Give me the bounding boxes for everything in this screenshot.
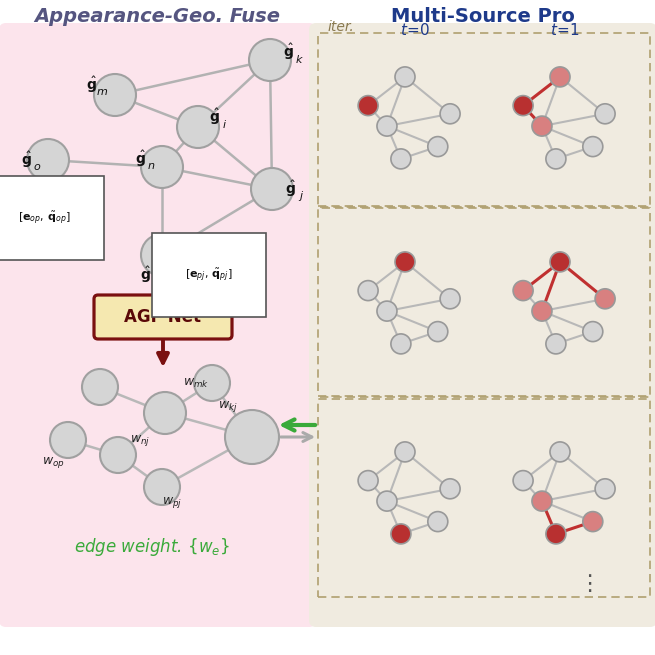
- Circle shape: [225, 410, 279, 464]
- Circle shape: [194, 365, 230, 401]
- Text: $[\mathbf{e}_{op},\,\tilde{\mathbf{q}}_{op}]$: $[\mathbf{e}_{op},\,\tilde{\mathbf{q}}_{…: [18, 209, 71, 227]
- Circle shape: [50, 422, 86, 458]
- Text: $\hat{\mathbf{g}}$: $\hat{\mathbf{g}}$: [282, 42, 293, 62]
- Bar: [318, 208, 650, 396]
- Text: $j$: $j$: [298, 189, 304, 203]
- Circle shape: [428, 512, 448, 532]
- Text: Appearance-Geo. Fuse: Appearance-Geo. Fuse: [34, 7, 280, 26]
- Text: $\hat{\mathbf{g}}$: $\hat{\mathbf{g}}$: [285, 179, 295, 199]
- Circle shape: [532, 491, 552, 511]
- Circle shape: [144, 469, 180, 505]
- Text: $\hat{\mathbf{g}}$: $\hat{\mathbf{g}}$: [20, 150, 31, 170]
- Circle shape: [546, 334, 566, 354]
- Text: $[\mathbf{e}_{pj},\,\tilde{\mathbf{q}}_{pj}]$: $[\mathbf{e}_{pj},\,\tilde{\mathbf{q}}_{…: [185, 266, 233, 284]
- Circle shape: [391, 149, 411, 169]
- Text: AGF Net: AGF Net: [124, 308, 202, 326]
- Circle shape: [177, 106, 219, 148]
- Circle shape: [377, 116, 397, 136]
- Text: $w_{op}$: $w_{op}$: [42, 455, 65, 470]
- Circle shape: [395, 442, 415, 462]
- Circle shape: [546, 149, 566, 169]
- Circle shape: [583, 322, 603, 342]
- Circle shape: [513, 96, 533, 115]
- Circle shape: [395, 252, 415, 272]
- Circle shape: [428, 137, 448, 157]
- Text: $o$: $o$: [33, 162, 41, 172]
- Circle shape: [595, 103, 615, 124]
- Text: iter.: iter.: [328, 20, 355, 34]
- Circle shape: [391, 334, 411, 354]
- Circle shape: [595, 289, 615, 309]
- Circle shape: [100, 437, 136, 473]
- Text: $t\!=\!0$: $t\!=\!0$: [400, 22, 430, 38]
- Circle shape: [251, 168, 293, 210]
- Circle shape: [141, 146, 183, 188]
- Circle shape: [583, 512, 603, 532]
- Circle shape: [550, 252, 570, 272]
- Circle shape: [513, 280, 533, 301]
- Text: $\hat{\mathbf{g}}$: $\hat{\mathbf{g}}$: [134, 149, 145, 169]
- Text: $n$: $n$: [147, 161, 155, 171]
- Circle shape: [440, 479, 460, 499]
- FancyBboxPatch shape: [309, 23, 655, 627]
- Circle shape: [358, 470, 378, 491]
- Text: edge weight. $\{w_e\}$: edge weight. $\{w_e\}$: [74, 536, 230, 558]
- Circle shape: [358, 280, 378, 301]
- Text: $w_{pj}$: $w_{pj}$: [162, 495, 182, 510]
- Circle shape: [546, 524, 566, 544]
- Circle shape: [395, 67, 415, 87]
- Circle shape: [27, 139, 69, 181]
- Circle shape: [358, 96, 378, 115]
- Text: $m$: $m$: [96, 87, 108, 97]
- Circle shape: [440, 289, 460, 309]
- Text: $\hat{\mathbf{g}}$: $\hat{\mathbf{g}}$: [86, 75, 96, 95]
- Circle shape: [550, 67, 570, 87]
- Text: Multi-Source Pro: Multi-Source Pro: [391, 7, 575, 26]
- Circle shape: [583, 137, 603, 157]
- Circle shape: [377, 491, 397, 511]
- Circle shape: [249, 39, 291, 81]
- Circle shape: [377, 301, 397, 321]
- Text: $k$: $k$: [295, 53, 303, 65]
- FancyBboxPatch shape: [94, 295, 232, 339]
- Circle shape: [428, 322, 448, 342]
- Bar: [318, 399, 650, 597]
- Text: $w_{kj}$: $w_{kj}$: [218, 400, 238, 415]
- Text: $p$: $p$: [152, 276, 160, 288]
- Circle shape: [550, 442, 570, 462]
- Circle shape: [595, 479, 615, 499]
- FancyBboxPatch shape: [0, 23, 316, 627]
- Text: $\hat{\mathbf{g}}$: $\hat{\mathbf{g}}$: [208, 107, 219, 127]
- Circle shape: [94, 74, 136, 116]
- Text: $w_{mk}$: $w_{mk}$: [183, 377, 209, 390]
- Circle shape: [144, 392, 186, 434]
- Circle shape: [513, 470, 533, 491]
- Text: $i$: $i$: [223, 118, 227, 130]
- Circle shape: [141, 234, 183, 276]
- Circle shape: [532, 301, 552, 321]
- Circle shape: [391, 524, 411, 544]
- Text: $w_{nj}$: $w_{nj}$: [130, 434, 150, 449]
- Circle shape: [532, 116, 552, 136]
- Text: $t\!=\!1$: $t\!=\!1$: [550, 22, 580, 38]
- Circle shape: [440, 103, 460, 124]
- Bar: [318, 33, 650, 206]
- Text: $\hat{\mathbf{g}}$: $\hat{\mathbf{g}}$: [140, 265, 151, 285]
- Text: $\vdots$: $\vdots$: [578, 572, 592, 594]
- Circle shape: [82, 369, 118, 405]
